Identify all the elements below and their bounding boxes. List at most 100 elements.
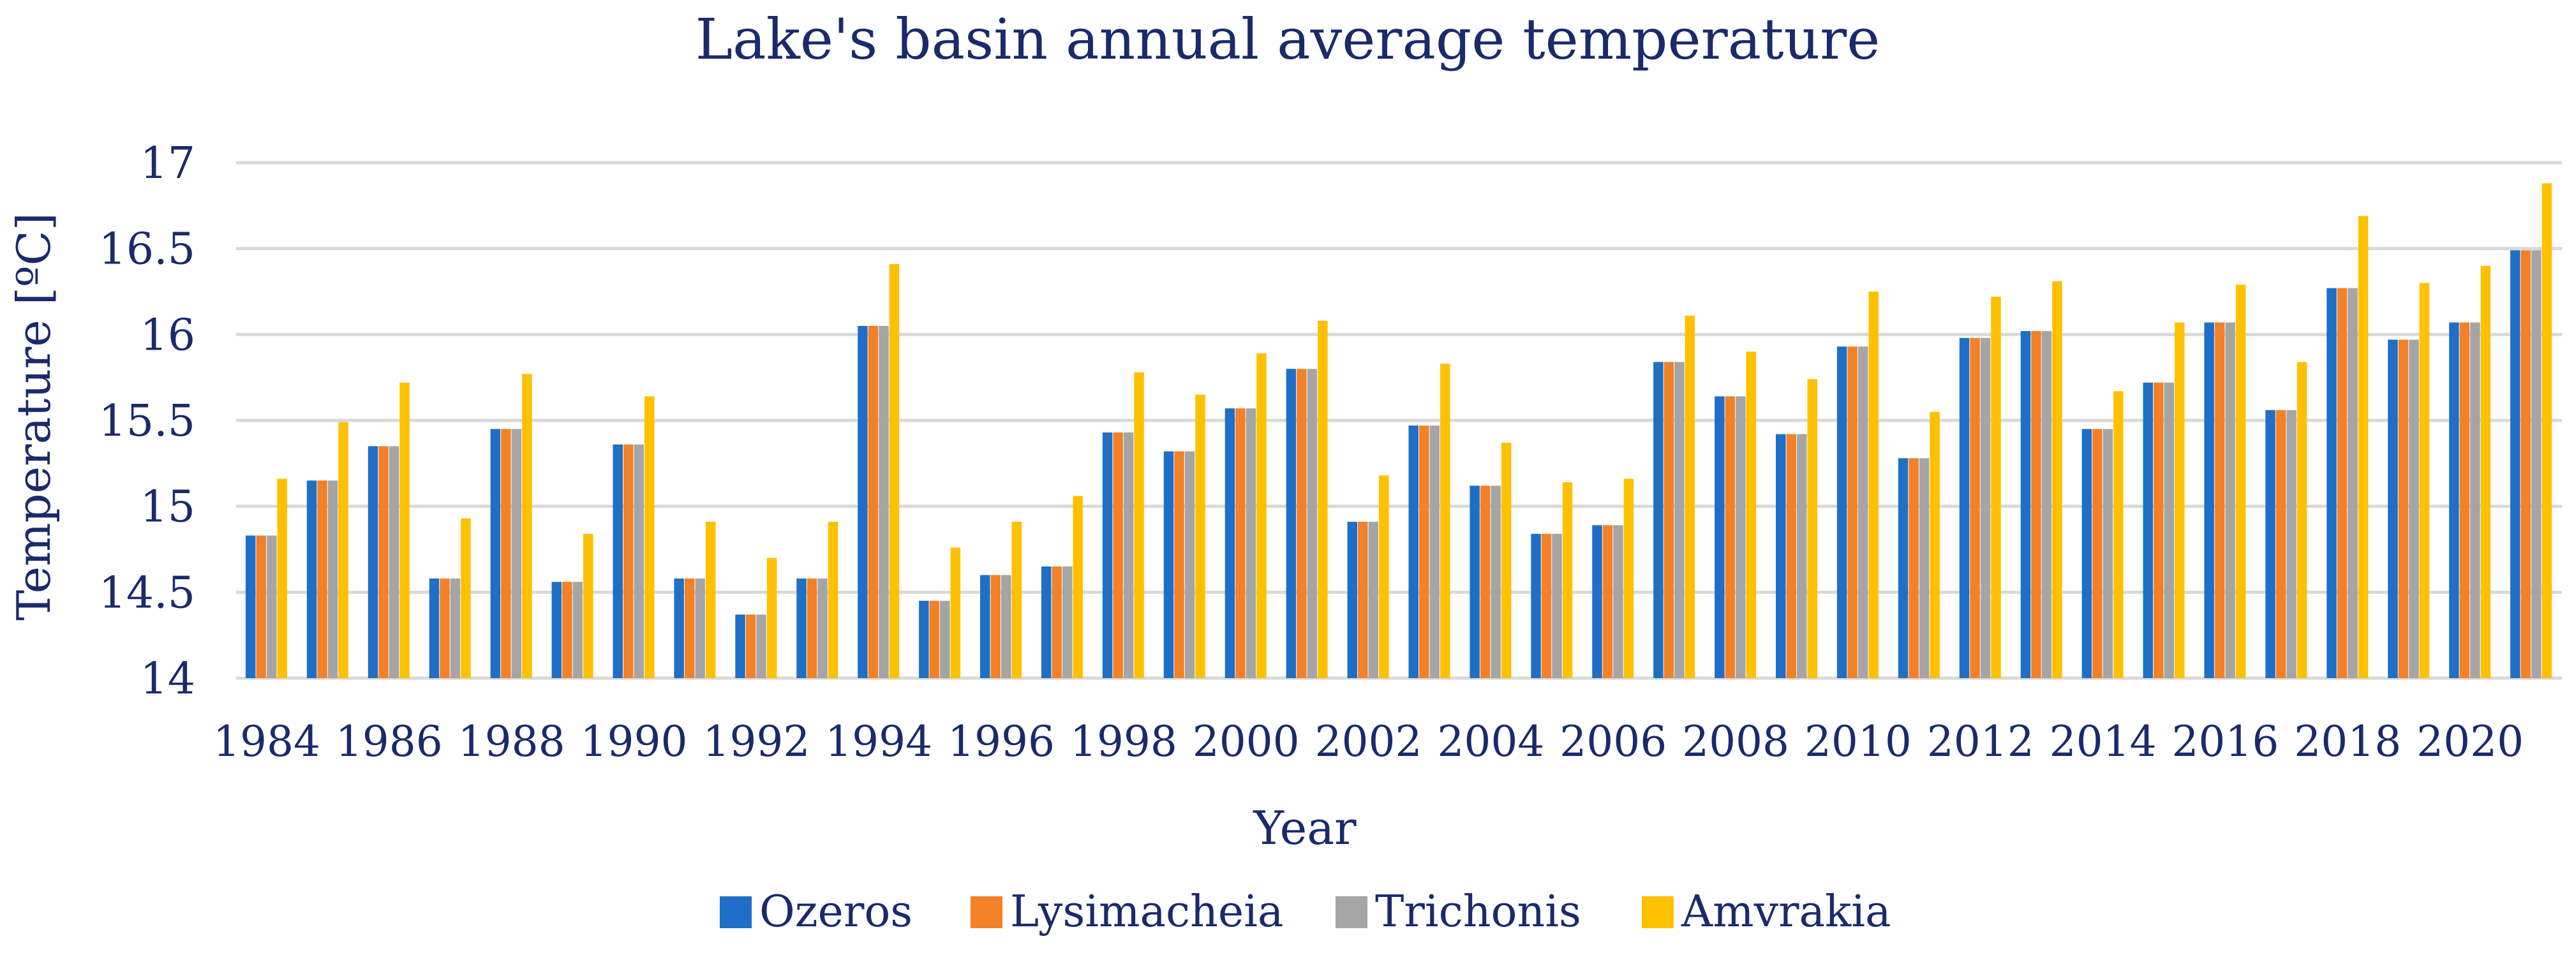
bar-trichonis-1986 [389,446,399,678]
bar-amvrakia-1990 [644,396,655,678]
bar-trichonis-1984 [266,535,277,678]
bar-lysimacheia-1997 [1052,566,1062,678]
bar-ozeros-1997 [1041,566,1052,678]
bar-lysimacheia-2012 [1970,337,1980,678]
bar-trichonis-1993 [817,578,828,678]
bar-trichonis-2017 [2286,410,2297,678]
bar-lysimacheia-1987 [440,578,450,678]
x-tick-label: 2014 [2050,717,2157,766]
chart-title: Lake's basin annual average temperature [696,6,1880,72]
bar-trichonis-2013 [2041,330,2052,678]
bar-lysimacheia-1993 [807,578,817,678]
bar-amvrakia-2000 [1256,353,1267,678]
bar-amvrakia-2013 [2052,281,2062,679]
x-tick-label: 2020 [2416,717,2524,766]
bar-amvrakia-2018 [2358,216,2369,678]
legend-swatch-trichonis [1336,896,1367,928]
bar-trichonis-1998 [1123,432,1134,678]
bar-trichonis-2019 [2409,339,2419,678]
bar-lysimacheia-1992 [745,614,756,678]
bar-trichonis-1987 [450,578,461,678]
bar-ozeros-1994 [858,325,868,678]
bar-amvrakia-2016 [2235,285,2246,678]
bar-lysimacheia-2009 [1786,434,1796,678]
bar-ozeros-1986 [368,446,378,678]
bar-ozeros-2021 [2510,250,2520,678]
bar-amvrakia-1986 [399,382,410,678]
bar-trichonis-2010 [1858,346,1868,678]
bar-ozeros-1984 [245,535,256,678]
bar-ozeros-1985 [306,480,317,678]
bar-trichonis-2016 [2225,322,2235,679]
y-axis-label: Temperature [ºC] [7,212,61,621]
bar-lysimacheia-1999 [1174,451,1184,678]
x-tick-label: 1990 [581,717,688,766]
bar-lysimacheia-1984 [256,535,266,678]
x-tick-label: 2002 [1315,717,1422,766]
x-tick-label: 1998 [1070,717,1177,766]
bar-trichonis-1996 [1001,575,1011,678]
bar-amvrakia-1997 [1073,496,1083,678]
bar-amvrakia-2015 [2175,322,2185,679]
y-tick-label: 17 [140,138,195,189]
bar-ozeros-1996 [980,575,990,678]
y-tick-label: 16.5 [99,225,195,275]
bar-lysimacheia-2018 [2337,288,2348,678]
y-tick-label: 15 [140,482,195,533]
bar-trichonis-2005 [1552,533,1562,678]
x-tick-label: 1986 [336,717,443,766]
bar-ozeros-1999 [1163,451,1174,678]
bar-trichonis-2012 [1980,337,1991,678]
bar-ozeros-2016 [2204,322,2214,679]
y-axis-ticks: 14 14.5 15 15.5 16 16.5 17 [99,138,195,704]
bar-amvrakia-1992 [766,558,777,678]
bar-lysimacheia-2011 [1909,458,1919,678]
bar-lysimacheia-1996 [990,575,1001,678]
bar-lysimacheia-1998 [1113,432,1123,678]
bar-trichonis-2009 [1796,434,1807,678]
legend-swatch-lysimacheia [971,896,1002,928]
bar-lysimacheia-2008 [1725,396,1736,678]
x-tick-label: 1996 [948,717,1055,766]
x-tick-label: 2012 [1927,717,2034,766]
y-tick-label: 16 [140,310,195,360]
bar-trichonis-2006 [1613,525,1623,678]
bar-lysimacheia-2010 [1847,346,1858,678]
bar-lysimacheia-1986 [378,446,389,678]
bar-ozeros-1992 [735,614,745,678]
bar-trichonis-1985 [327,480,338,678]
bar-ozeros-2007 [1653,362,1664,678]
bar-lysimacheia-2019 [2398,339,2409,678]
y-tick-label: 14 [140,654,195,704]
legend-label-ozeros: Ozeros [759,887,912,937]
bar-trichonis-1988 [511,429,522,678]
bar-trichonis-2008 [1736,396,1746,678]
bar-lysimacheia-2007 [1664,362,1674,678]
bar-amvrakia-2020 [2480,265,2491,679]
bar-ozeros-2005 [1531,533,1541,678]
bar-ozeros-2004 [1470,485,1480,678]
bar-trichonis-1999 [1184,451,1195,678]
bar-ozeros-2011 [1898,458,1909,678]
bar-ozeros-1987 [429,578,440,678]
bar-ozeros-1988 [490,429,501,678]
bar-amvrakia-2017 [2297,362,2307,678]
bar-lysimacheia-2021 [2520,250,2531,678]
x-axis-ticks: 1984 1986 1988 1990 1992 1994 1996 1998 2000 2002… [213,717,2524,766]
bar-ozeros-2012 [1959,337,1970,678]
bar-trichonis-2011 [1919,458,1930,678]
bars [245,183,2552,679]
bar-amvrakia-2005 [1562,482,1573,678]
bar-trichonis-1990 [634,444,644,678]
bar-amvrakia-2004 [1501,443,1512,678]
bar-ozeros-2009 [1775,434,1786,678]
bar-amvrakia-2006 [1623,478,1634,678]
bar-ozeros-2019 [2388,339,2398,678]
bar-ozeros-2008 [1715,396,1725,678]
bar-amvrakia-2008 [1746,352,1757,678]
x-tick-label: 2016 [2171,717,2279,766]
legend-swatch-ozeros [720,896,752,928]
bar-trichonis-2003 [1429,426,1440,678]
bar-ozeros-1989 [551,582,562,678]
bar-amvrakia-1999 [1195,394,1205,678]
